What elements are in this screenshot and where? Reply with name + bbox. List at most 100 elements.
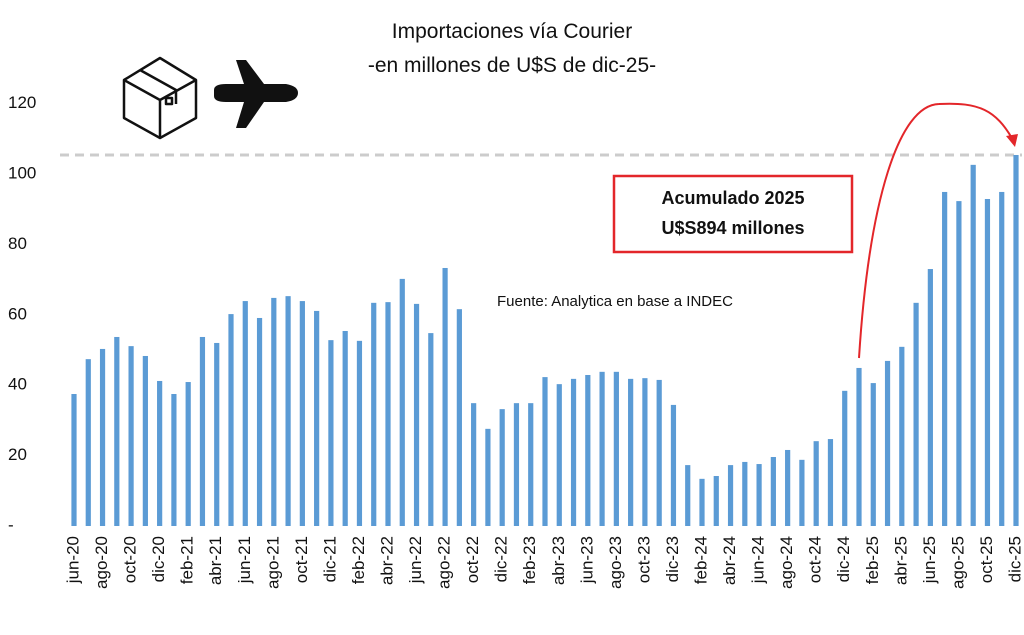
x-tick-label: jun-25 xyxy=(920,536,939,584)
bar xyxy=(413,303,420,526)
x-tick-label: feb-21 xyxy=(178,536,197,584)
x-tick-label: jun-20 xyxy=(63,536,82,584)
x-tick-label: oct-20 xyxy=(121,536,140,583)
bar xyxy=(785,449,791,526)
x-tick-label: abr-21 xyxy=(206,536,225,585)
bar xyxy=(813,441,819,526)
bar xyxy=(314,310,320,526)
bar xyxy=(385,302,391,526)
x-tick-label: feb-25 xyxy=(863,536,882,584)
bar xyxy=(970,164,976,526)
y-tick-label: 20 xyxy=(8,445,27,464)
bar xyxy=(185,382,191,526)
bar xyxy=(770,457,776,526)
x-tick-label: feb-23 xyxy=(520,536,539,584)
bar xyxy=(442,267,448,526)
bar xyxy=(613,371,619,526)
bar xyxy=(699,478,705,526)
bar xyxy=(228,314,234,526)
bar xyxy=(285,296,291,526)
bar xyxy=(399,278,405,526)
bar xyxy=(799,459,805,526)
bar xyxy=(471,403,477,526)
y-tick-label: 40 xyxy=(8,375,27,394)
bar xyxy=(656,379,662,526)
bar xyxy=(570,378,577,526)
bar xyxy=(842,390,848,526)
chart-subtitle: -en millones de U$S de dic-25- xyxy=(368,54,656,77)
bar xyxy=(356,340,363,526)
y-tick-label: 100 xyxy=(8,163,36,182)
x-tick-label: ago-24 xyxy=(777,536,796,589)
source-note: Fuente: Analytica en base a INDEC xyxy=(497,293,733,310)
arrow xyxy=(858,102,1014,359)
bar xyxy=(628,378,634,526)
box-icon xyxy=(122,56,198,140)
bar xyxy=(827,439,834,526)
x-tick-label: dic-24 xyxy=(834,536,853,582)
x-tick-label: ago-22 xyxy=(435,536,454,589)
bar xyxy=(85,359,91,526)
bar xyxy=(71,394,77,526)
x-tick-label: ago-20 xyxy=(92,536,111,589)
bar xyxy=(670,404,677,526)
x-tick-label: jun-21 xyxy=(235,536,254,584)
bar xyxy=(299,301,305,526)
x-tick-label: dic-22 xyxy=(492,536,511,582)
bar xyxy=(342,330,348,526)
bar xyxy=(128,346,134,526)
x-tick-label: ago-21 xyxy=(263,536,282,589)
bar xyxy=(685,465,691,526)
bar xyxy=(199,336,206,526)
bar xyxy=(956,201,962,526)
bar xyxy=(542,377,548,526)
x-tick-label: jun-22 xyxy=(406,536,425,584)
bar xyxy=(713,476,719,526)
bar xyxy=(214,342,220,526)
x-tick-label: jun-23 xyxy=(577,536,596,584)
bar xyxy=(499,409,505,526)
bar xyxy=(456,309,462,526)
x-tick-label: feb-22 xyxy=(349,536,368,584)
bar xyxy=(756,464,762,526)
bar xyxy=(256,317,263,526)
x-tick-label: dic-23 xyxy=(663,536,682,582)
bar xyxy=(870,383,876,526)
bar xyxy=(899,346,905,526)
bar xyxy=(328,340,334,526)
chart-title: Importaciones vía Courier xyxy=(392,20,632,43)
bar xyxy=(599,371,605,526)
x-tick-label: jun-24 xyxy=(749,536,768,584)
y-tick-label: - xyxy=(8,515,14,534)
plane-icon xyxy=(214,60,298,128)
x-tick-label: abr-23 xyxy=(549,536,568,585)
x-tick-label: dic-20 xyxy=(149,536,168,582)
bar xyxy=(856,367,862,526)
bar xyxy=(271,297,277,526)
bar xyxy=(157,380,163,526)
arrow-head xyxy=(1006,134,1018,147)
bar xyxy=(99,348,106,526)
y-tick-label: 60 xyxy=(8,304,27,323)
bar xyxy=(984,198,991,526)
bar xyxy=(585,374,591,526)
bar xyxy=(114,336,120,526)
bar xyxy=(428,333,434,526)
bar xyxy=(528,403,534,526)
x-tick-label: ago-23 xyxy=(606,536,625,589)
bar xyxy=(742,461,748,526)
y-tick-label: 80 xyxy=(8,234,27,253)
x-tick-label: oct-23 xyxy=(634,536,653,583)
x-tick-label: abr-25 xyxy=(891,536,910,585)
bar xyxy=(371,302,377,526)
bar xyxy=(242,301,248,526)
bar xyxy=(884,360,891,526)
y-tick-label: 120 xyxy=(8,93,36,112)
annotation-text: Acumulado 2025 xyxy=(661,188,804,208)
bar xyxy=(999,191,1005,526)
x-tick-label: feb-24 xyxy=(691,536,710,584)
x-tick-label: oct-22 xyxy=(463,536,482,583)
bar xyxy=(1013,154,1019,526)
bar xyxy=(142,355,148,526)
